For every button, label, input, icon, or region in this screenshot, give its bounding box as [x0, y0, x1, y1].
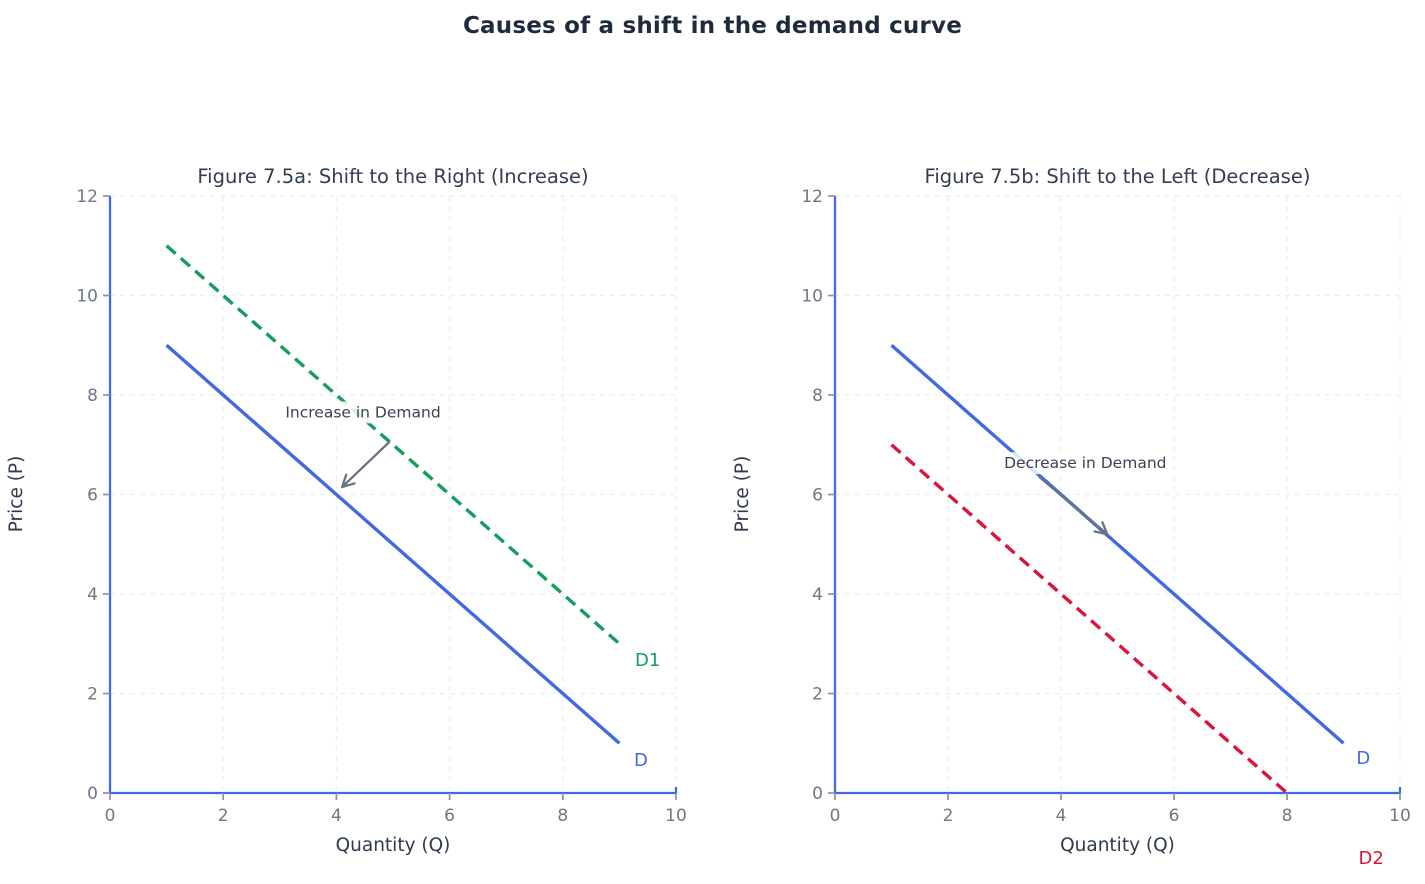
x-tick-label: 4: [331, 806, 342, 826]
demand-line-D2: [890, 443, 1289, 795]
y-tick-label: 4: [87, 585, 98, 605]
annotation-halo: [1001, 452, 1170, 475]
x-tick-label: 0: [105, 806, 116, 826]
annotation-text: Increase in Demand: [285, 403, 440, 421]
x-tick-label: 2: [943, 806, 954, 826]
subplot-title: Figure 7.5b: Shift to the Left (Decrease…: [925, 165, 1311, 188]
y-axis-label: Price (P): [6, 456, 27, 533]
x-tick-label: 6: [1169, 806, 1180, 826]
subplot-title: Figure 7.5a: Shift to the Right (Increas…: [197, 165, 588, 188]
x-tick-label: 2: [218, 806, 229, 826]
y-tick-label: 2: [87, 685, 98, 705]
curve-label-D: D: [634, 750, 648, 771]
y-tick-label: 12: [76, 187, 98, 207]
shift-arrowhead-icon: [1093, 521, 1109, 536]
y-tick-label: 0: [87, 784, 98, 804]
shift-arrow: [1038, 475, 1109, 536]
subplot-2: 0 2 4 6 8 10 0 2 4 6 8 10 12 Decrease in Demand D D2 Fig…: [732, 165, 1411, 869]
figure-title: Causes of a shift in the demand curve: [462, 13, 963, 39]
y-tick-label: 12: [801, 187, 823, 207]
y-tick-label: 6: [812, 486, 823, 506]
subplot-1: 0 2 4 6 8 10 0 2 4 6 8 10 12 Increase in Demand D D1 Fig…: [6, 165, 687, 856]
y-tick-label: 6: [87, 486, 98, 506]
x-tick-label: 10: [1389, 806, 1411, 826]
x-tick-label: 8: [557, 806, 568, 826]
annotation-text: Decrease in Demand: [1004, 454, 1166, 472]
shift-arrowhead-icon: [340, 473, 356, 489]
demand-line-D1: [165, 244, 621, 646]
curve-label-D2: D2: [1359, 848, 1384, 869]
y-axis-label: Price (P): [732, 456, 753, 533]
y-tick-label: 8: [812, 386, 823, 406]
y-tick-label: 10: [801, 287, 823, 307]
x-tick-label: 4: [1056, 806, 1067, 826]
shift-arrow: [340, 441, 391, 489]
y-tick-label: 10: [76, 287, 98, 307]
x-axis-label: Quantity (Q): [336, 835, 451, 856]
demand-line-D: [165, 343, 621, 745]
y-tick-label: 8: [87, 386, 98, 406]
y-tick-label: 2: [812, 685, 823, 705]
x-tick-label: 8: [1282, 806, 1293, 826]
y-tick-label: 0: [812, 784, 823, 804]
curve-label-D1: D1: [635, 650, 660, 671]
y-tick-label: 4: [812, 585, 823, 605]
annotation-halo: [282, 401, 444, 424]
curve-label-D: D: [1356, 748, 1370, 769]
x-tick-label: 0: [830, 806, 841, 826]
x-tick-label: 10: [665, 806, 687, 826]
x-axis-label: Quantity (Q): [1060, 835, 1175, 856]
demand-line-D: [890, 343, 1345, 745]
x-tick-label: 6: [444, 806, 455, 826]
